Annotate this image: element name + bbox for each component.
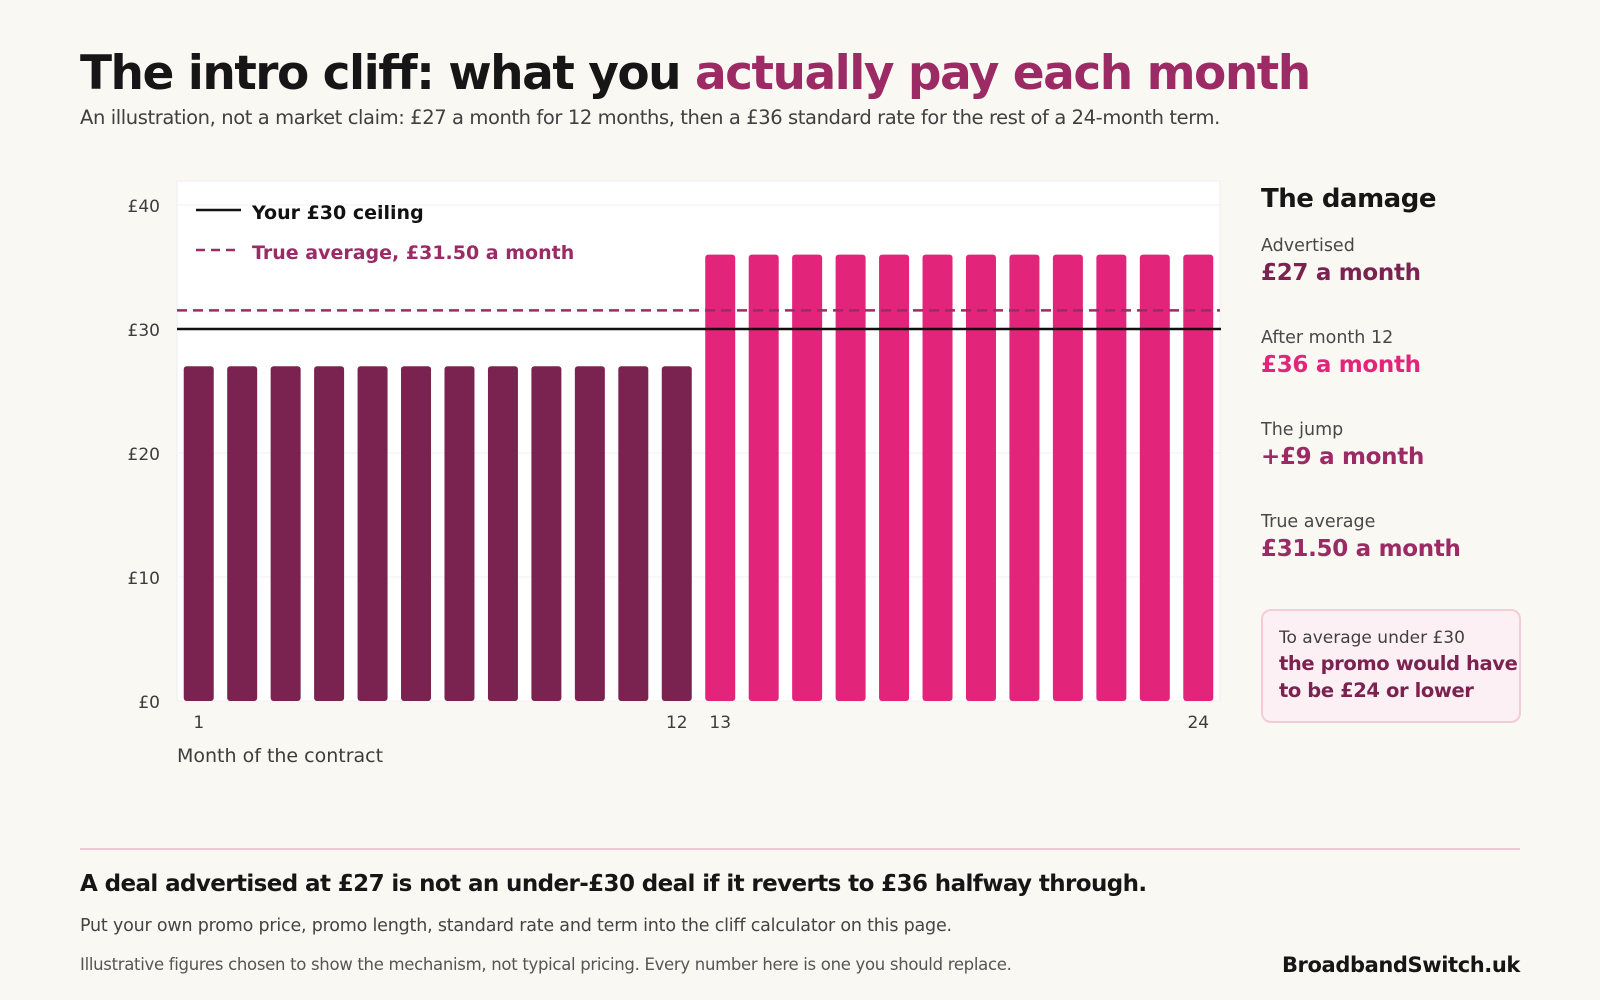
stat-label: Advertised [1261, 236, 1355, 256]
brand-logo-text: BroadbandSwitch.uk [1281, 953, 1520, 977]
stat-value: £31.50 a month [1261, 536, 1461, 562]
promo-threshold-callout: To average under £30 the promo would hav… [1261, 609, 1521, 723]
stat-value: £36 a month [1261, 352, 1421, 378]
callout-value: the promo would have to be £24 or lower [1279, 652, 1518, 702]
bar-month-6 [401, 366, 432, 701]
bar-month-7 [444, 366, 475, 701]
stat-label: The jump [1261, 420, 1344, 440]
bar-month-16 [835, 254, 866, 701]
stat-label: After month 12 [1261, 328, 1394, 348]
bar-month-8 [487, 366, 518, 701]
footer-divider [80, 848, 1520, 850]
legend-ceiling-label: Your £30 ceiling [251, 202, 424, 224]
x-axis-label: Month of the contract [177, 745, 383, 767]
bar-month-9 [531, 366, 562, 701]
bar-month-15 [792, 254, 823, 701]
bar-month-22 [1096, 254, 1127, 701]
disclaimer: Illustrative figures chosen to show the … [80, 955, 1012, 974]
plot-area [176, 180, 1221, 702]
bar-month-17 [879, 254, 910, 701]
stat-jump: The jump +£9 a month [1261, 419, 1541, 511]
calculator-instruction: Put your own promo price, promo length, … [80, 916, 952, 936]
bar-month-12 [661, 366, 692, 701]
bar-month-19 [965, 254, 996, 701]
title-accent: actually pay each month [694, 46, 1311, 101]
stat-value: £27 a month [1261, 260, 1421, 286]
legend-average-label: True average, £31.50 a month [252, 242, 574, 264]
title-lead: The intro cliff: what you [80, 46, 682, 101]
stat-advertised: Advertised £27 a month [1261, 235, 1541, 327]
bar-month-24 [1183, 254, 1214, 701]
x-tick-label: 24 [1187, 713, 1209, 733]
stat-true-average: True average £31.50 a month [1261, 511, 1541, 603]
bar-month-20 [1009, 254, 1040, 701]
monthly-cost-chart: £0 £10 £20 £30 £40 Your £30 ceiling True avera… [128, 180, 1221, 767]
y-tick-label: £40 [128, 197, 160, 217]
stat-after-promo: After month 12 £36 a month [1261, 327, 1541, 419]
bar-month-3 [270, 366, 301, 701]
bar-month-5 [357, 366, 388, 701]
stat-value: +£9 a month [1261, 444, 1425, 470]
bar-month-23 [1139, 254, 1170, 701]
damage-title: The damage [1261, 184, 1436, 214]
bar-month-21 [1052, 254, 1083, 701]
y-tick-label: £30 [128, 321, 160, 341]
bar-month-11 [618, 366, 649, 701]
bar-month-18 [922, 254, 953, 701]
bar-month-1 [183, 366, 214, 701]
page-subtitle: An illustration, not a market claim: £27… [80, 106, 1220, 129]
damage-panel: The damage Advertised £27 a month After … [1261, 184, 1541, 603]
bar-month-2 [227, 366, 258, 701]
y-tick-label: £0 [138, 693, 160, 713]
callout-label: To average under £30 [1279, 628, 1465, 648]
bar-month-4 [314, 366, 345, 701]
page-title: The intro cliff: what you actually pay e… [80, 44, 1311, 104]
x-tick-label: 13 [709, 713, 731, 733]
bar-month-13 [705, 254, 736, 701]
y-tick-label: £10 [128, 569, 160, 589]
bar-month-14 [748, 254, 779, 701]
x-tick-label: 12 [666, 713, 688, 733]
y-tick-label: £20 [128, 445, 160, 465]
takeaway-headline: A deal advertised at £27 is not an under… [80, 871, 1147, 897]
bar-month-10 [574, 366, 605, 701]
stat-label: True average [1261, 512, 1376, 532]
x-tick-label: 1 [193, 713, 204, 733]
